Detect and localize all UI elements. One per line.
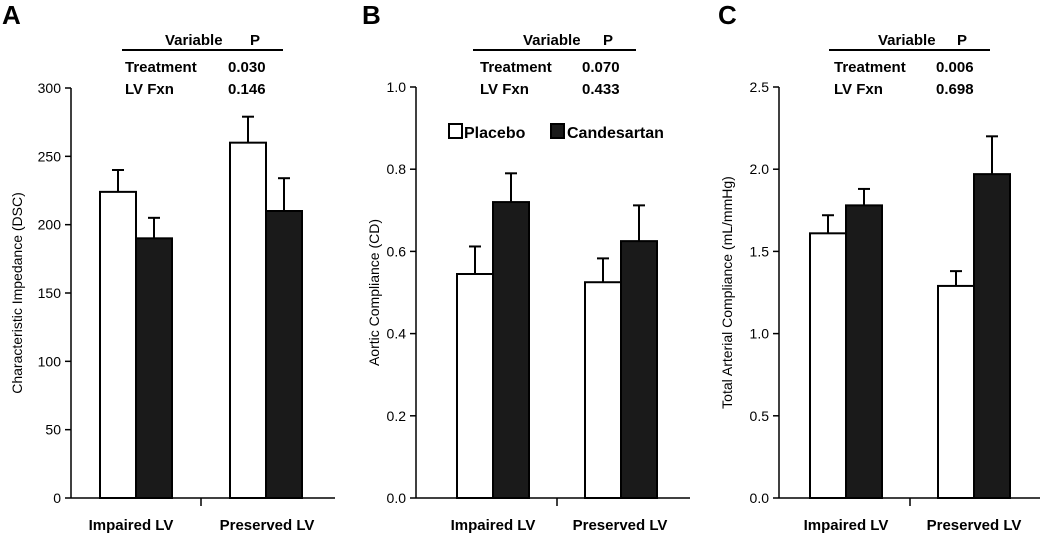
- bar-placebo: [99, 190, 137, 499]
- table-cell-variable: LV Fxn: [480, 81, 529, 98]
- y-tick-label: 0.0: [750, 490, 770, 506]
- y-tick-label: 1.5: [750, 243, 770, 259]
- y-axis-label: Aortic Compliance (CD): [366, 219, 382, 366]
- table-header-p: P: [250, 32, 260, 49]
- stats-table: Variable P Treatment 0.070 LV Fxn 0.433: [473, 32, 636, 98]
- bar-candesartan: [492, 201, 530, 500]
- bar-placebo: [584, 281, 622, 499]
- legend-swatch: [448, 123, 463, 139]
- y-tick-label: 0: [53, 490, 61, 506]
- bar-candesartan: [620, 240, 658, 499]
- y-tick-label: 0.4: [387, 326, 407, 342]
- x-category-label: Impaired LV: [89, 517, 174, 534]
- table-cell-variable: Treatment: [125, 59, 197, 76]
- y-tick-label: 0.2: [387, 408, 407, 424]
- table-header-variable: Variable: [523, 32, 581, 49]
- panel-letter: A: [2, 0, 21, 30]
- table-cell-p: 0.006: [936, 59, 974, 76]
- y-tick-label: 100: [38, 353, 62, 369]
- table-cell-p: 0.146: [228, 81, 266, 98]
- bar-placebo: [456, 273, 494, 499]
- x-category-label: Impaired LV: [804, 517, 889, 534]
- table-cell-variable: Treatment: [480, 59, 552, 76]
- legend-label: Placebo: [464, 125, 526, 142]
- y-tick-label: 0.8: [387, 161, 407, 177]
- y-tick-label: 1.0: [387, 79, 407, 95]
- legend-label: Candesartan: [567, 125, 664, 142]
- y-tick-label: 0.6: [387, 243, 407, 259]
- bar-candesartan: [265, 210, 303, 499]
- table-cell-p: 0.433: [582, 81, 620, 98]
- y-tick-label: 50: [45, 422, 61, 438]
- bar-placebo: [809, 232, 847, 499]
- y-tick-label: 200: [38, 217, 62, 233]
- y-tick-label: 150: [38, 285, 62, 301]
- bar-candesartan: [845, 204, 883, 499]
- y-tick-label: 2.5: [750, 79, 770, 95]
- table-cell-variable: LV Fxn: [125, 81, 174, 98]
- legend-swatch: [550, 123, 565, 139]
- x-category-label: Impaired LV: [451, 517, 536, 534]
- y-tick-label: 250: [38, 148, 62, 164]
- y-tick-label: 2.0: [750, 161, 770, 177]
- y-tick-label: 0.0: [387, 490, 407, 506]
- x-category-label: Preserved LV: [927, 517, 1022, 534]
- table-header-variable: Variable: [878, 32, 936, 49]
- panel-letter: C: [718, 0, 737, 30]
- panel-letter: B: [362, 0, 381, 30]
- table-cell-variable: Treatment: [834, 59, 906, 76]
- legend: Placebo Candesartan: [448, 123, 664, 142]
- table-header-variable: Variable: [165, 32, 223, 49]
- table-cell-p: 0.070: [582, 59, 620, 76]
- y-tick-label: 300: [38, 80, 62, 96]
- stats-table: Variable P Treatment 0.006 LV Fxn 0.698: [829, 32, 990, 98]
- panel-b: B Variable P Treatment 0.070 LV Fxn 0.433 0.0 0.…: [362, 0, 690, 534]
- table-header-p: P: [957, 32, 967, 49]
- table-header-p: P: [603, 32, 613, 49]
- bar-placebo: [229, 141, 267, 500]
- y-tick-label: 1.0: [750, 326, 770, 342]
- bar-candesartan: [135, 237, 173, 499]
- bar-placebo: [937, 284, 975, 500]
- y-axis-label: Characteristic Impedance (DSC): [9, 192, 25, 394]
- table-cell-variable: LV Fxn: [834, 81, 883, 98]
- x-category-label: Preserved LV: [573, 517, 668, 534]
- table-cell-p: 0.030: [228, 59, 266, 76]
- y-tick-label: 0.5: [750, 408, 770, 424]
- x-category-label: Preserved LV: [220, 517, 315, 534]
- stats-table: Variable P Treatment 0.030 LV Fxn 0.146: [122, 32, 283, 98]
- bar-candesartan: [973, 173, 1011, 500]
- panel-a: A Variable P Treatment 0.030 LV Fxn 0.146 0 50 10…: [2, 0, 335, 534]
- table-cell-p: 0.698: [936, 81, 974, 98]
- y-axis-label: Total Arterial Compliance (mL/mmHg): [719, 176, 735, 409]
- panel-c: C Variable P Treatment 0.006 LV Fxn 0.698 0.0 0.…: [718, 0, 1040, 534]
